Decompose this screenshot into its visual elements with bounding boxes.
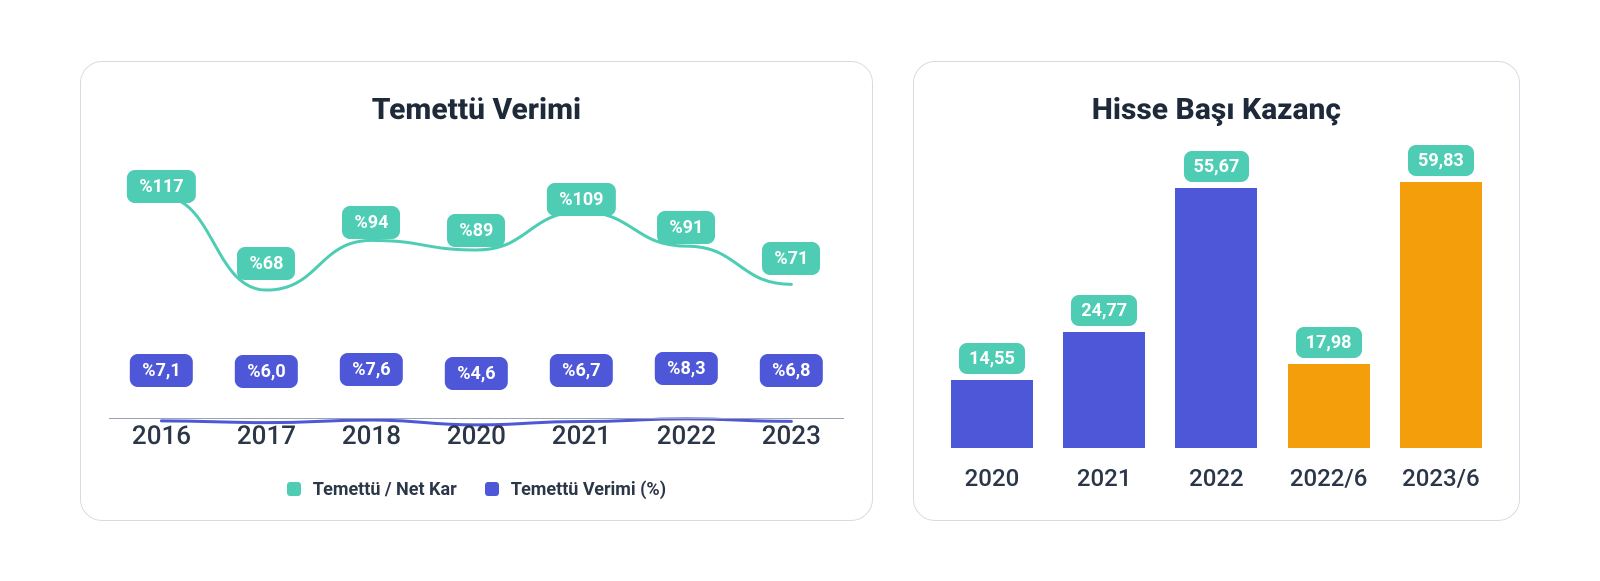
eps-card: Hisse Başı Kazanç 14,55 24,77 55,67 17,98 59… [913,61,1520,521]
eps-bar-col: 14,55 [950,145,1034,448]
payout-badge: %71 [762,242,820,275]
legend-swatch-payout [287,482,301,496]
payout-badge: %68 [237,247,295,280]
yield-badge: %6,7 [550,354,612,387]
eps-bar-col: 55,67 [1174,145,1258,448]
eps-bar [1400,182,1482,448]
eps-bar [1063,332,1145,447]
legend-item-yield: Temettü Verimi (%) [485,479,666,500]
dividend-yield-card: Temettü Verimi %117 %7,1 %68 %6,0 %94 %7,6 %89… [80,61,873,521]
eps-bar [1288,364,1370,448]
eps-bar [951,380,1033,448]
eps-bar-col: 59,83 [1399,145,1483,448]
payout-badge: %89 [447,214,505,247]
dividend-xlabel: 2021 [529,421,634,461]
eps-value-label: 24,77 [1071,295,1137,326]
yield-badge: %7,1 [130,354,192,387]
legend-item-payout: Temettü / Net Kar [287,479,457,500]
payout-badge: %117 [127,170,195,203]
yield-badge: %6,8 [760,354,822,387]
legend-label-payout: Temettü / Net Kar [313,479,457,500]
eps-bar-col: 17,98 [1287,145,1371,448]
dividend-xlabel: 2022 [634,421,739,461]
dashboard: Temettü Verimi %117 %7,1 %68 %6,0 %94 %7,6 %89… [0,0,1600,581]
eps-title: Hisse Başı Kazanç [942,92,1491,127]
yield-badge: %6,0 [235,355,297,388]
dividend-xlabel: 2016 [109,421,214,461]
eps-xlabel: 2022/6 [1287,464,1371,492]
dividend-col: %109 %6,7 [529,145,634,418]
eps-xlabel: 2021 [1062,464,1146,492]
eps-xlabel: 2022 [1174,464,1258,492]
legend-swatch-yield [485,482,499,496]
eps-value-label: 17,98 [1296,327,1362,358]
dividend-col: %71 %6,8 [739,145,844,418]
payout-badge: %94 [342,206,400,239]
dividend-col: %89 %4,6 [424,145,529,418]
dividend-yield-legend: Temettü / Net Kar Temettü Verimi (%) [109,479,844,500]
yield-badge: %8,3 [655,352,717,385]
dividend-yield-chart: %117 %7,1 %68 %6,0 %94 %7,6 %89 %4,6 %109 %6,7 %91… [109,145,844,479]
dividend-col: %91 %8,3 [634,145,739,418]
dividend-xlabel: 2018 [319,421,424,461]
eps-xlabel: 2020 [950,464,1034,492]
yield-badge: %7,6 [340,353,402,386]
eps-value-label: 59,83 [1408,145,1474,176]
payout-badge: %91 [657,211,715,244]
dividend-col: %68 %6,0 [214,145,319,418]
dividend-xlabel: 2020 [424,421,529,461]
eps-value-label: 14,55 [959,343,1025,374]
legend-label-yield: Temettü Verimi (%) [511,479,666,500]
payout-badge: %109 [547,183,615,216]
dividend-col: %94 %7,6 [319,145,424,418]
eps-chart: 14,55 24,77 55,67 17,98 59,83 2020 2021 2022 20… [942,145,1491,500]
eps-xlabel: 2023/6 [1399,464,1483,492]
yield-badge: %4,6 [445,357,507,390]
eps-bar [1175,188,1257,448]
eps-bar-col: 24,77 [1062,145,1146,448]
dividend-xlabel: 2023 [739,421,844,461]
eps-value-label: 55,67 [1184,151,1250,182]
dividend-xlabel: 2017 [214,421,319,461]
dividend-yield-title: Temettü Verimi [109,92,844,127]
dividend-col: %117 %7,1 [109,145,214,418]
